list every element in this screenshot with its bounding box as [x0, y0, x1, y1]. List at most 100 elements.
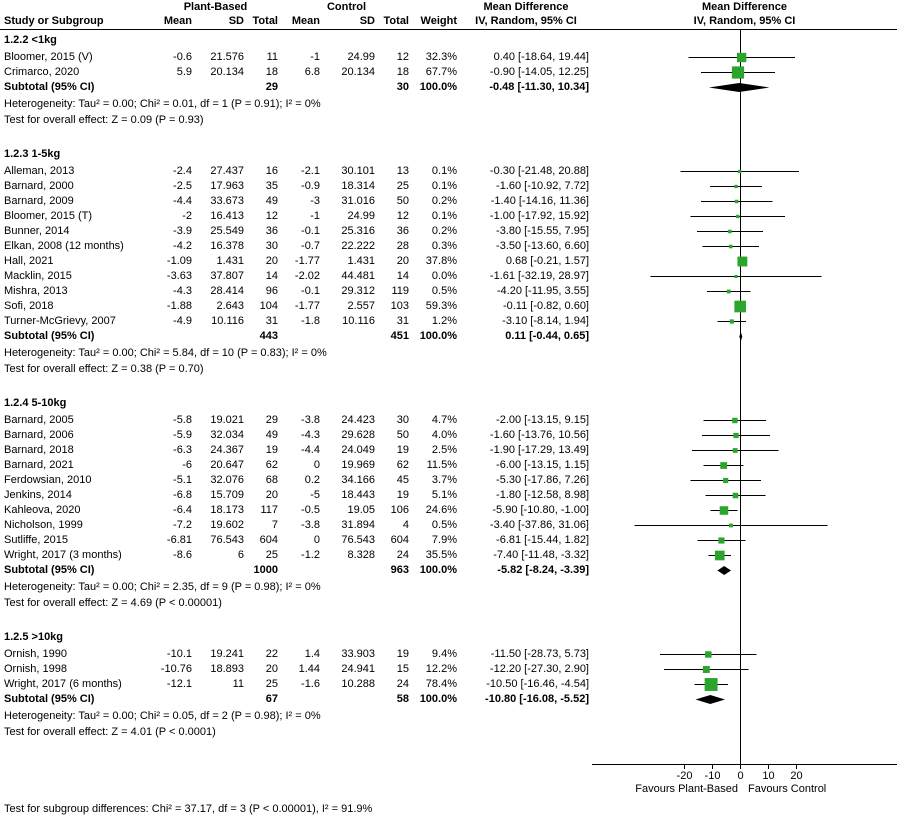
study-row: Nicholson, 1999 -7.2 19.602 7 -3.8 31.894 4 0.5…	[0, 518, 897, 533]
study-row: Alleman, 2013 -2.4 27.437 16 -2.1 30.101 13 0.1…	[0, 164, 897, 179]
study-name: Crimarco, 2020	[4, 66, 80, 78]
c-mean: 0.2	[304, 474, 320, 486]
pb-sd: 27.437	[210, 165, 244, 177]
effect-ci-text: -0.11 [-0.82, 0.60]	[502, 300, 589, 312]
effect-ci-text: -6.00 [-13.15, 1.15]	[496, 459, 589, 471]
study-name: Subtotal (95% CI)	[4, 564, 95, 576]
pb-total: 22	[265, 648, 278, 660]
pb-sd: 2.643	[216, 300, 244, 312]
study-name: Bunner, 2014	[4, 225, 70, 237]
pb-sd: 25.549	[210, 225, 244, 237]
mean-difference-text-header: Mean Difference	[483, 1, 569, 13]
c-sd: 29.312	[341, 285, 375, 297]
weight: 37.8%	[425, 255, 457, 267]
c-sd: 8.328	[347, 549, 375, 561]
tick-mark	[768, 765, 769, 769]
study-name: Mishra, 2013	[4, 285, 68, 297]
c-total: 13	[396, 165, 409, 177]
weight: 0.5%	[431, 285, 457, 297]
pb-sd: 20.134	[210, 66, 244, 78]
c-mean: 1.44	[298, 663, 320, 675]
effect-ci-text: -1.60 [-10.92, 7.72]	[496, 180, 589, 192]
study-name: Nicholson, 1999	[4, 519, 83, 531]
c-sd: 31.894	[341, 519, 375, 531]
pb-total: 20	[265, 255, 278, 267]
study-row: Ornish, 1998 -10.76 18.893 20 1.44 24.941 15 12…	[0, 662, 897, 677]
pb-total: 1000	[253, 564, 278, 576]
pb-mean: -4.9	[173, 315, 192, 327]
subgroup-label: 1.2.3 1-5kg	[4, 148, 61, 160]
c-sd: 19.969	[341, 459, 375, 471]
pb-sd: 37.807	[210, 270, 244, 282]
study-name: Elkan, 2008 (12 months)	[4, 240, 124, 252]
pb-sd: 10.116	[211, 315, 244, 327]
c-sd: 18.443	[341, 489, 375, 501]
effect-ci-text: -1.90 [-17.29, 13.49]	[489, 444, 589, 456]
effect-ci-text: -1.80 [-12.58, 8.98]	[496, 489, 589, 501]
effect-ci-text: -0.30 [-21.48, 20.88]	[489, 165, 589, 177]
effect-ci-text: -1.61 [-32.19, 28.97]	[489, 270, 589, 282]
pb-mean: -10.1	[166, 648, 192, 660]
pb-sd: 33.673	[210, 195, 244, 207]
pb-total: 25	[265, 678, 278, 690]
c-sd: 24.99	[347, 51, 375, 63]
c-total-column-header: Total	[383, 15, 409, 27]
weight: 1.2%	[431, 315, 457, 327]
tick-mark	[712, 765, 713, 769]
heterogeneity-text: Heterogeneity: Tau² = 0.00; Chi² = 0.01,…	[4, 98, 321, 110]
weight: 12.2%	[425, 663, 457, 675]
effect-ci-text: -3.50 [-13.60, 6.60]	[496, 240, 589, 252]
subgroup-section: 1.2.2 <1kg Bloomer, 2015 (V) -0.6 21.576 11 -…	[0, 32, 897, 128]
study-name: Kahleova, 2020	[4, 504, 81, 516]
study-row: Kahleova, 2020 -6.4 18.173 117 -0.5 19.05 106 2…	[0, 503, 897, 518]
weight-column-header: Weight	[420, 15, 457, 27]
pb-sd: 6	[237, 549, 244, 561]
c-total: 50	[396, 429, 409, 441]
c-sd: 22.222	[341, 240, 375, 252]
effect-ci-text: 0.11 [-0.44, 0.65]	[505, 330, 589, 342]
c-mean: -0.1	[301, 225, 320, 237]
subgroup-differences-text: Test for subgroup differences: Chi² = 37…	[4, 803, 373, 815]
pb-mean: 5.9	[176, 66, 192, 78]
plant-based-group-header: Plant-Based	[183, 1, 248, 13]
c-sd: 24.049	[341, 444, 375, 456]
c-total: 36	[396, 225, 409, 237]
weight: 5.1%	[431, 489, 457, 501]
c-total: 604	[390, 534, 409, 546]
c-sd: 24.941	[341, 663, 375, 675]
study-name: Barnard, 2018	[4, 444, 74, 456]
c-total: 12	[396, 51, 409, 63]
effect-ci-text: -11.50 [-28.73, 5.73]	[490, 648, 589, 660]
pb-mean: -1.09	[166, 255, 192, 267]
pb-total-column-header: Total	[252, 15, 278, 27]
c-sd: 34.166	[341, 474, 375, 486]
pb-mean: -6.4	[173, 504, 192, 516]
pb-total: 31	[265, 315, 278, 327]
weight: 67.7%	[425, 66, 457, 78]
c-mean: -2.1	[301, 165, 320, 177]
c-sd: 76.543	[341, 534, 375, 546]
effect-ci-text: -4.20 [-11.95, 3.55]	[496, 285, 589, 297]
subgroup-label: 1.2.2 <1kg	[4, 34, 57, 46]
effect-ci-text: -3.10 [-8.14, 1.94]	[502, 315, 589, 327]
weight: 78.4%	[425, 678, 457, 690]
pb-total: 35	[265, 180, 278, 192]
c-sd: 44.481	[341, 270, 375, 282]
favours-right-label: Favours Control	[748, 783, 827, 795]
control-group-header: Control	[326, 1, 367, 13]
effect-plot-column-header: IV, Random, 95% CI	[693, 15, 796, 27]
c-total: 12	[396, 210, 409, 222]
pb-total: 20	[265, 489, 278, 501]
effect-ci-text: -1.60 [-13.76, 10.56]	[489, 429, 589, 441]
weight: 0.1%	[431, 165, 457, 177]
pb-mean: -8.6	[173, 549, 192, 561]
effect-ci-text: -3.80 [-15.55, 7.95]	[496, 225, 589, 237]
c-total: 30	[396, 81, 409, 93]
c-mean: 1.4	[304, 648, 320, 660]
c-mean: -1.6	[301, 678, 320, 690]
pb-total: 443	[259, 330, 278, 342]
pb-mean: -5.1	[173, 474, 192, 486]
pb-mean: -3.9	[173, 225, 192, 237]
study-name: Subtotal (95% CI)	[4, 81, 95, 93]
study-row: Ferdowsian, 2010 -5.1 32.076 68 0.2 34.166 45 3…	[0, 473, 897, 488]
